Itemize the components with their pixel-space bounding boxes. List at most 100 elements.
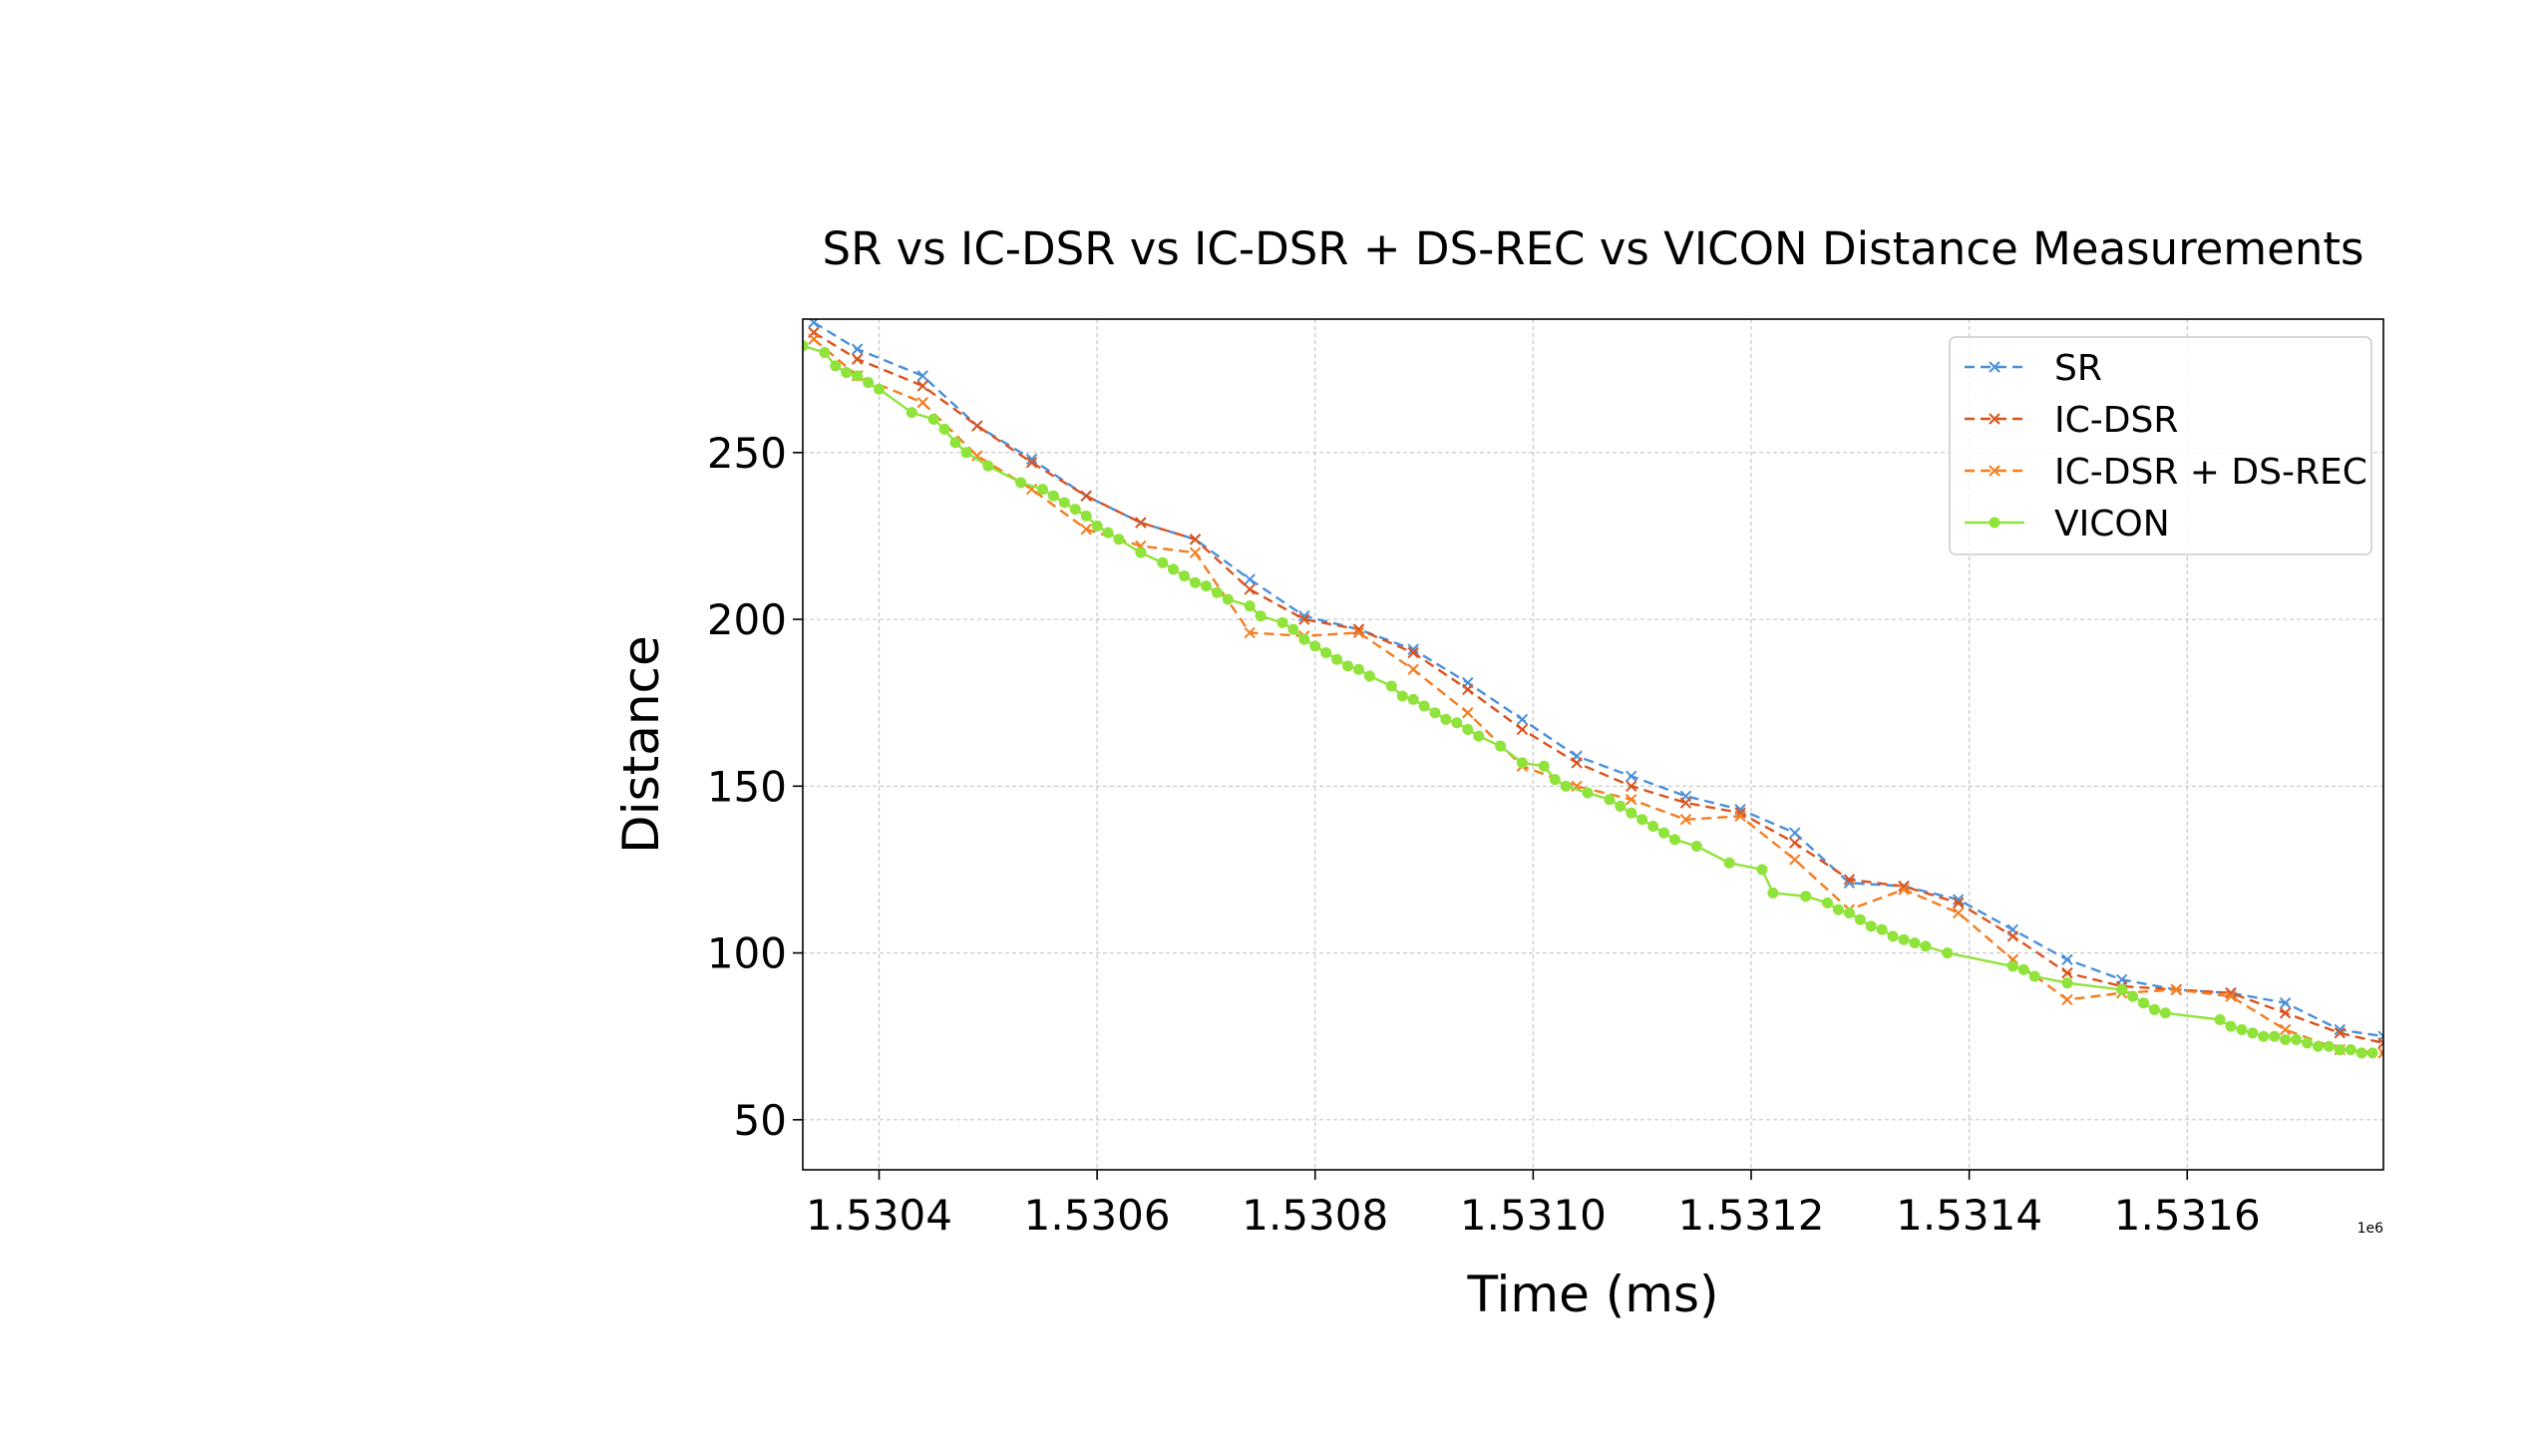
data-point-vicon xyxy=(2258,1030,2270,1042)
data-point-vicon xyxy=(1320,647,1332,659)
data-point-ic-dsr-ds-rec xyxy=(971,450,983,462)
data-point-vicon xyxy=(1352,663,1364,675)
data-point-vicon xyxy=(1418,700,1430,712)
data-point-vicon xyxy=(1843,907,1855,918)
data-point-ic-dsr xyxy=(1843,874,1856,886)
data-point-vicon xyxy=(1080,510,1092,522)
data-point-vicon xyxy=(1102,527,1114,539)
data-point-ic-dsr-ds-rec xyxy=(1734,810,1746,823)
data-point-ic-dsr-ds-rec xyxy=(1189,546,1202,558)
data-point-ic-dsr xyxy=(2334,1027,2346,1039)
data-point-vicon xyxy=(1549,774,1561,786)
data-point-vicon xyxy=(1222,593,1234,605)
data-point-ic-dsr-ds-rec xyxy=(1789,854,1801,866)
data-point-vicon xyxy=(2214,1013,2226,1025)
data-point-vicon xyxy=(1604,794,1616,806)
data-point-vicon xyxy=(1211,586,1223,598)
legend-label-sr: SR xyxy=(2054,348,2102,389)
data-point-vicon xyxy=(1876,923,1888,935)
data-point-ic-dsr-ds-rec xyxy=(1080,524,1092,536)
data-point-vicon xyxy=(1047,490,1059,502)
data-point-vicon xyxy=(2225,1020,2237,1032)
data-point-ic-dsr xyxy=(1080,490,1092,502)
data-point-vicon xyxy=(1385,680,1397,692)
data-point-vicon xyxy=(819,346,831,358)
data-point-ic-dsr-ds-rec xyxy=(2170,983,2183,996)
data-point-sr xyxy=(1516,713,1529,726)
data-point-vicon xyxy=(830,360,842,372)
data-point-sr xyxy=(1025,453,1038,466)
data-point-vicon xyxy=(1287,623,1299,635)
tick-layer: 1.5304 1.5306 1.5308 1.5310 1.5312 1.5314 1.53… xyxy=(707,429,2261,1240)
series-line-sr xyxy=(813,321,2383,1038)
x-tick-label: 1.5310 xyxy=(1460,1191,1607,1240)
data-point-ic-dsr xyxy=(2061,966,2073,979)
data-point-vicon xyxy=(927,413,939,425)
data-point-ic-dsr-ds-rec xyxy=(808,333,820,345)
data-point-sr xyxy=(1626,770,1637,782)
data-point-vicon xyxy=(1331,653,1343,665)
data-point-vicon xyxy=(852,370,864,382)
x-tick-label: 1.5312 xyxy=(1678,1191,1825,1240)
data-point-vicon xyxy=(1495,740,1507,752)
series-layer xyxy=(803,319,2383,1059)
data-point-ic-dsr xyxy=(851,353,864,365)
data-point-vicon xyxy=(1113,534,1125,546)
data-point-vicon xyxy=(1615,800,1627,812)
data-point-vicon xyxy=(863,377,875,389)
data-point-sr xyxy=(916,370,928,382)
data-point-vicon xyxy=(1854,913,1866,925)
data-point-sr xyxy=(1407,643,1419,655)
data-point-vicon xyxy=(1276,616,1288,628)
data-point-ic-dsr xyxy=(2225,987,2237,999)
data-point-vicon xyxy=(2280,1034,2292,1046)
data-point-vicon xyxy=(949,437,961,449)
x-tick-label: 1.5306 xyxy=(1024,1191,1171,1240)
data-point-ic-dsr xyxy=(2006,930,2019,942)
data-point-vicon xyxy=(2028,970,2040,982)
data-point-vicon xyxy=(1756,864,1768,876)
data-point-vicon xyxy=(2148,1003,2160,1015)
data-point-vicon xyxy=(1200,580,1212,592)
y-tick-label: 250 xyxy=(707,429,787,478)
data-point-vicon xyxy=(1582,787,1594,799)
data-point-ic-dsr-ds-rec xyxy=(1898,884,1910,896)
data-point-ic-dsr xyxy=(2377,1037,2383,1049)
data-point-vicon xyxy=(938,423,950,435)
data-point-vicon xyxy=(1135,546,1147,558)
data-point-ic-dsr-ds-rec xyxy=(916,396,928,409)
data-point-vicon xyxy=(1168,563,1180,575)
data-point-vicon xyxy=(1058,497,1070,509)
data-point-vicon xyxy=(2138,997,2150,1009)
data-point-ic-dsr xyxy=(1679,797,1692,809)
data-point-vicon xyxy=(1516,757,1528,769)
data-point-vicon xyxy=(2017,963,2029,975)
data-point-sr xyxy=(1244,573,1256,585)
data-point-ic-dsr xyxy=(1298,613,1310,625)
data-point-vicon xyxy=(1255,610,1267,622)
x-axis-label: Time (ms) xyxy=(1466,1266,1718,1323)
legend-marker-ic-dsr xyxy=(1989,413,2000,425)
data-point-ic-dsr-ds-rec xyxy=(2225,990,2237,1002)
data-point-ic-dsr-ds-rec xyxy=(1626,793,1637,806)
data-point-vicon xyxy=(1865,920,1877,932)
data-point-vicon xyxy=(2116,983,2128,995)
data-point-vicon xyxy=(1800,891,1812,903)
data-point-vicon xyxy=(1407,693,1419,705)
data-point-vicon xyxy=(2366,1047,2378,1059)
y-tick-label: 200 xyxy=(707,595,787,644)
data-point-sr xyxy=(1789,827,1801,839)
data-point-vicon xyxy=(2061,977,2073,989)
data-point-vicon xyxy=(1036,484,1048,496)
data-point-vicon xyxy=(1723,857,1735,869)
data-point-vicon xyxy=(982,460,994,472)
y-tick-label: 100 xyxy=(707,929,787,978)
data-point-vicon xyxy=(1690,841,1702,853)
legend-item-ic-dsr: IC-DSR xyxy=(1965,400,2178,441)
data-point-vicon xyxy=(1309,640,1321,652)
data-point-vicon xyxy=(1636,814,1648,826)
legend-label-ic-dsr: IC-DSR xyxy=(2054,400,2178,441)
data-point-vicon xyxy=(1658,827,1670,839)
data-point-ic-dsr xyxy=(1244,583,1256,595)
series-ic-dsr xyxy=(808,326,2383,1049)
